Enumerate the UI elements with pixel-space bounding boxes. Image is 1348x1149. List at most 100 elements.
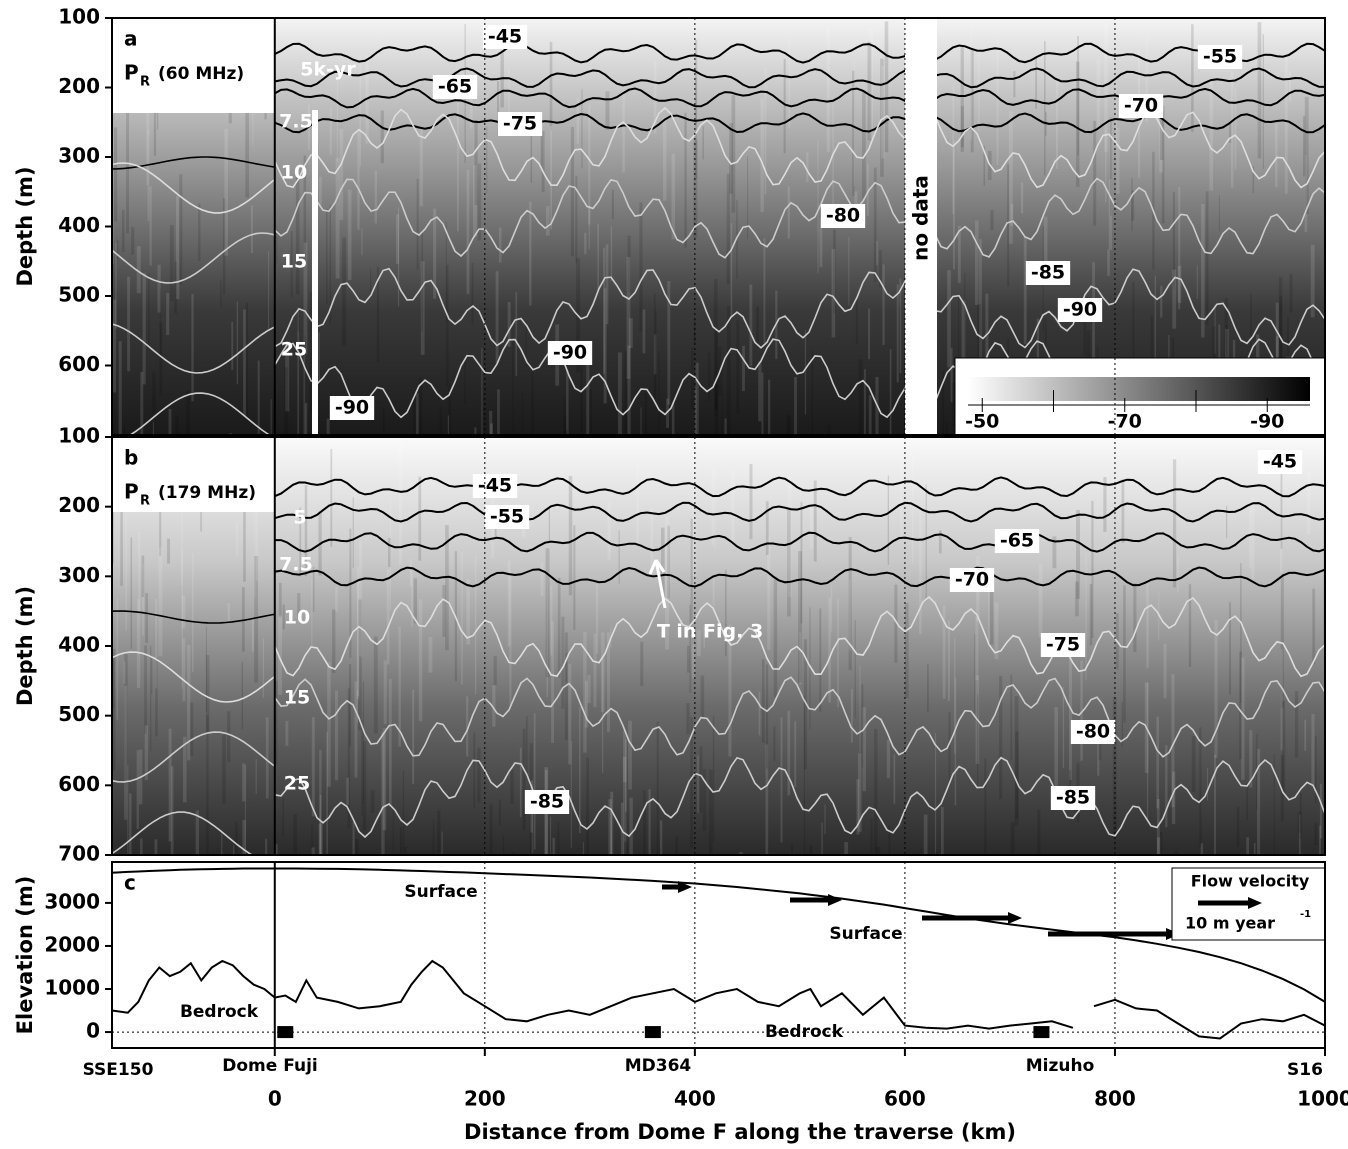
texture (593, 633, 597, 708)
texture (521, 392, 524, 435)
annotation: -45 (1263, 451, 1297, 473)
texture (370, 790, 375, 813)
texture (1055, 79, 1058, 170)
series-label: Surface (404, 882, 477, 902)
texture (911, 454, 914, 564)
texture (726, 173, 730, 285)
y-tick-label: 200 (58, 493, 100, 517)
panel-label: a (124, 27, 138, 51)
texture (747, 156, 749, 239)
texture (690, 518, 693, 635)
texture (257, 360, 260, 435)
texture (783, 58, 786, 154)
texture (1225, 505, 1228, 539)
texture (862, 707, 866, 792)
y-tick-label: 600 (58, 772, 100, 796)
texture (352, 497, 354, 568)
texture (1086, 329, 1091, 364)
texture (974, 634, 976, 714)
texture (251, 617, 255, 652)
texture (736, 319, 740, 414)
texture (568, 476, 573, 596)
texture (432, 818, 435, 855)
texture (850, 689, 853, 743)
texture (803, 800, 806, 855)
texture (1115, 83, 1117, 147)
texture (497, 389, 500, 435)
texture (1298, 814, 1301, 855)
texture (730, 223, 733, 319)
texture (481, 347, 483, 435)
texture (957, 225, 961, 283)
texture (318, 332, 320, 383)
texture (270, 871, 271, 900)
contour-line (274, 177, 1325, 259)
texture (356, 566, 360, 700)
texture (507, 301, 511, 347)
texture (142, 563, 144, 636)
contour-line (112, 162, 275, 214)
texture (290, 231, 293, 298)
texture (361, 720, 363, 816)
texture (622, 90, 625, 173)
texture (473, 165, 477, 237)
texture (780, 717, 783, 843)
texture (700, 675, 705, 719)
texture (434, 859, 437, 969)
texture (442, 585, 446, 637)
texture (826, 26, 830, 153)
texture (418, 599, 423, 722)
texture (231, 321, 234, 371)
texture (1013, 71, 1016, 98)
texture (495, 271, 499, 364)
texture (256, 444, 259, 581)
texture (811, 350, 814, 435)
texture (155, 598, 158, 689)
texture (934, 851, 939, 855)
texture (787, 506, 791, 617)
texture (466, 579, 471, 645)
texture (588, 389, 592, 434)
texture (1062, 686, 1065, 769)
texture (140, 371, 144, 435)
texture (742, 345, 745, 392)
texture (416, 393, 419, 435)
texture (158, 547, 163, 657)
texture (419, 377, 423, 435)
texture (303, 353, 306, 435)
texture (1234, 88, 1237, 170)
texture (693, 319, 696, 344)
annotation: -85 (1056, 787, 1090, 809)
texture (896, 284, 899, 383)
legend-arrow-head (1248, 897, 1262, 909)
texture (409, 559, 413, 587)
texture (200, 498, 202, 532)
texture (1161, 105, 1165, 224)
texture (925, 484, 927, 602)
y-tick-label: 2000 (44, 932, 100, 956)
texture (767, 379, 771, 435)
annotation: -70 (1124, 95, 1158, 117)
station-marker (277, 1026, 294, 1039)
texture (170, 766, 174, 855)
texture (389, 499, 391, 611)
texture (563, 396, 566, 435)
texture (1077, 866, 1079, 924)
texture (1160, 285, 1163, 318)
y-tick-label: 500 (58, 702, 100, 726)
texture (557, 577, 561, 678)
texture (888, 826, 891, 855)
texture (1089, 584, 1093, 646)
texture (566, 369, 569, 435)
texture (570, 127, 575, 257)
texture (509, 571, 512, 706)
texture (396, 214, 400, 264)
texture (1085, 553, 1087, 681)
texture (650, 508, 654, 570)
texture (828, 597, 831, 703)
texture (347, 189, 352, 281)
texture (1075, 61, 1080, 187)
y-tick-label: 600 (58, 352, 100, 376)
texture (152, 372, 156, 414)
texture (809, 845, 813, 855)
